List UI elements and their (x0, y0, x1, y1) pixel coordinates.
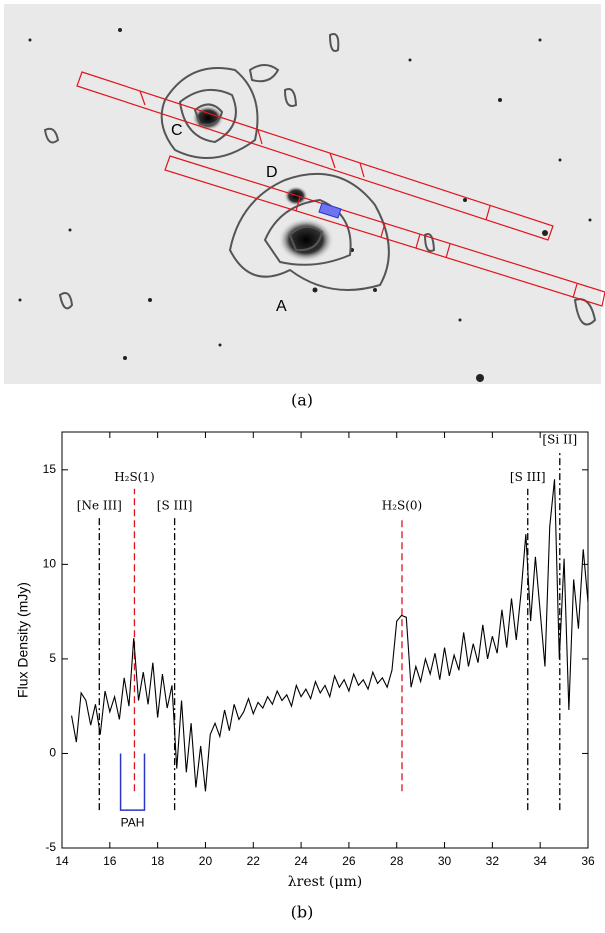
x-tick-label: 34 (534, 854, 548, 868)
source-label: D (266, 164, 278, 181)
x-tick-label: 14 (55, 854, 69, 868)
annotation-label: [S III] (157, 499, 193, 513)
x-tick-label: 30 (438, 854, 452, 868)
x-tick-label: 36 (581, 854, 595, 868)
slits (76, 71, 605, 307)
y-tick-label: 10 (43, 557, 57, 571)
y-axis-label: Flux Density (mJy) (15, 582, 31, 698)
x-tick-label: 20 (199, 854, 213, 868)
plot-frame (61, 431, 589, 849)
annotation-label: [Si II] (542, 432, 577, 446)
y-tick-label: 15 (43, 462, 57, 476)
x-tick-label: 22 (247, 854, 261, 868)
x-tick-label: 16 (103, 854, 117, 868)
x-tick-label: 18 (151, 854, 165, 868)
x-tick-label: 28 (390, 854, 404, 868)
x-tick-label: 24 (294, 854, 308, 868)
contours (43, 33, 597, 326)
galaxy (278, 218, 334, 262)
caption: (a) (291, 391, 313, 410)
y-tick-label: -5 (45, 840, 56, 854)
pah-label: PAH (121, 815, 145, 829)
annotation-label: [S III] (510, 470, 546, 484)
image-panel: C D A (4, 4, 605, 384)
chart: 14 16 18 20 22 24 26 28 30 32 34 36 -5 0 5 10 15 λrest (μ… (15, 431, 595, 890)
y-tick-label: 5 (49, 651, 56, 665)
source-label: C (171, 122, 183, 139)
source-label: A (276, 298, 287, 315)
x-axis-label: λrest (μm) (288, 874, 362, 890)
spectrum-line (71, 479, 589, 792)
aperture (318, 202, 342, 219)
y-tick-label: 0 (49, 746, 56, 760)
annotation-label: H₂S(1) (114, 470, 155, 484)
pah-bracket (119, 753, 146, 811)
x-tick-label: 32 (486, 854, 500, 868)
stars (18, 28, 592, 382)
annotation-label: [Ne III] (77, 499, 122, 513)
caption: (b) (291, 903, 314, 922)
annotation-label: H₂S(0) (382, 499, 423, 513)
x-tick-label: 26 (342, 854, 356, 868)
